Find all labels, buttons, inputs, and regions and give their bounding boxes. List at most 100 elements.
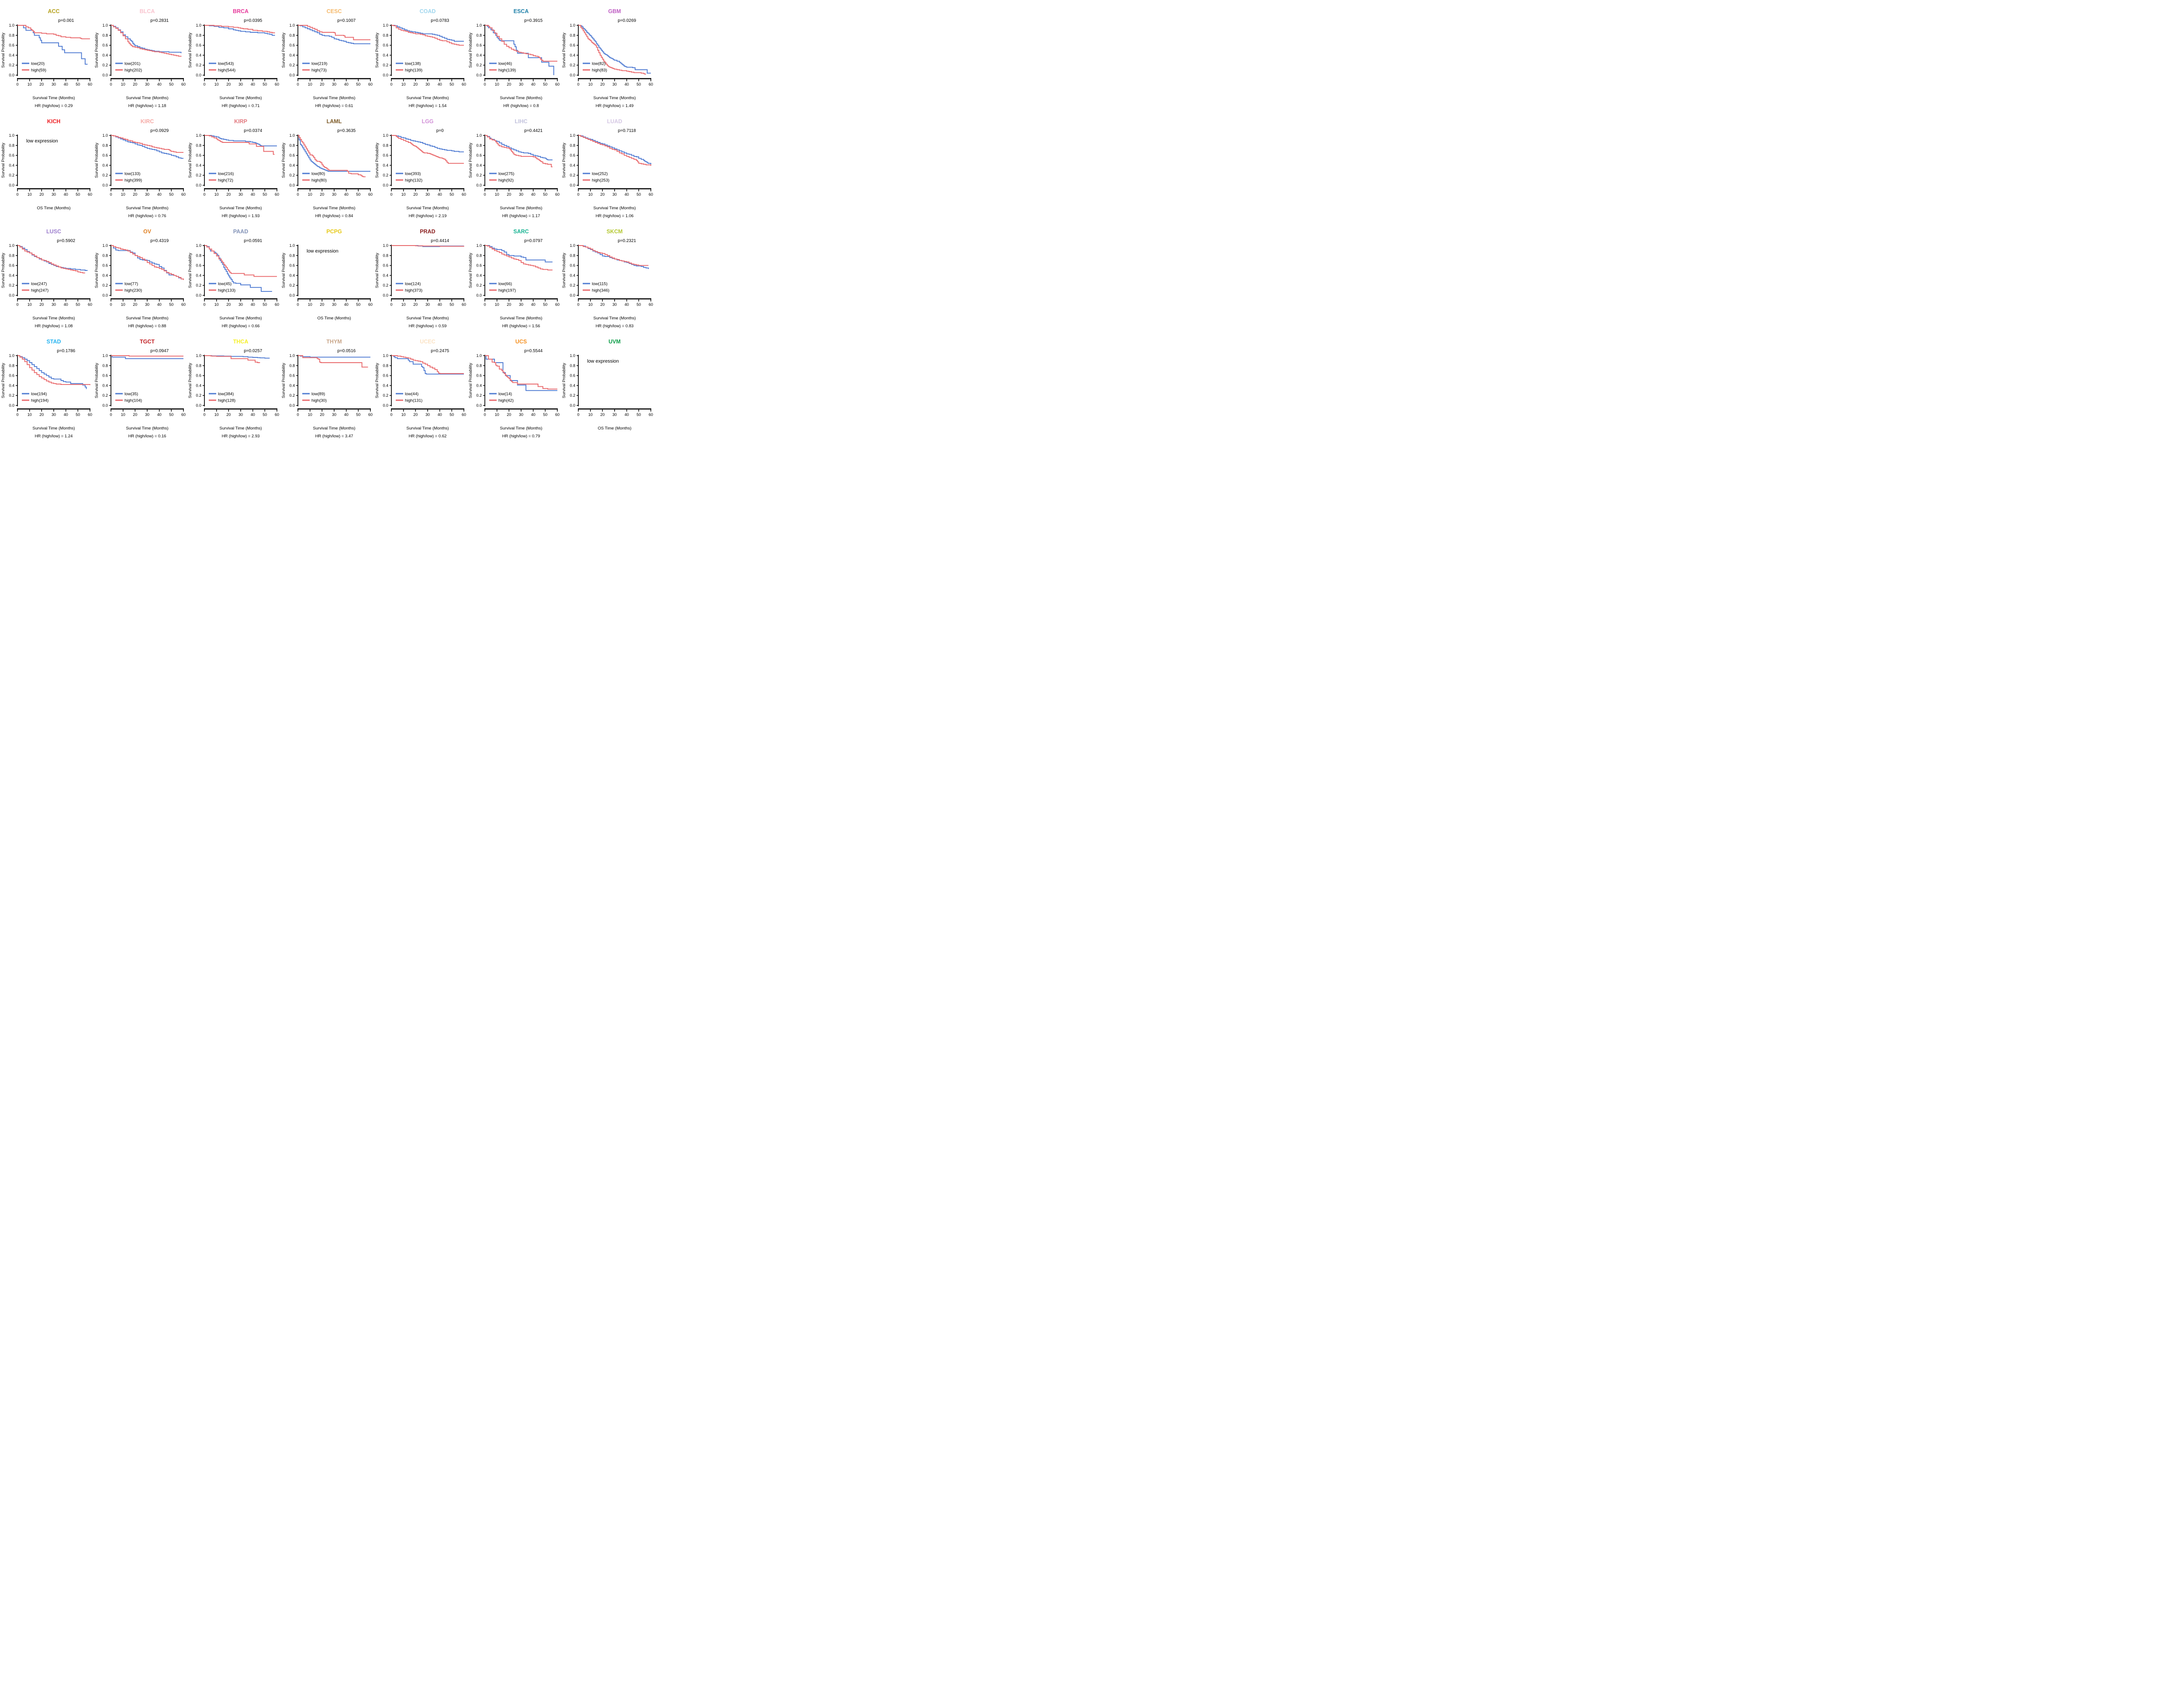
legend-label-low: low(89) <box>311 392 325 397</box>
x-tick-label: 40 <box>625 82 629 87</box>
x-tick-label: 60 <box>275 82 279 87</box>
p-value-label: p=0.0783 <box>431 18 449 23</box>
x-tick-label: 40 <box>625 412 629 417</box>
legend-label-high: high(373) <box>405 288 422 293</box>
x-tick-label: 30 <box>238 192 243 197</box>
y-tick-label: 0.6 <box>196 43 201 48</box>
km-plot-cell-ov: OV 0.0 0.2 0.4 0.6 0.8 1.0 Survival Probability… <box>93 220 187 330</box>
y-tick-label: 0.0 <box>383 183 388 187</box>
y-tick-label: 0.4 <box>570 383 575 388</box>
y-tick-label: 0.2 <box>383 283 388 287</box>
high-group-curve <box>204 245 277 277</box>
y-tick-label: 0.6 <box>570 43 575 48</box>
x-tick-label: 60 <box>368 82 373 87</box>
x-tick-label: 20 <box>39 412 44 417</box>
km-survival-grid: ACC 0.0 0.2 0.4 0.6 0.8 1.0 Survival Probabilit… <box>0 0 654 440</box>
legend-label-low: low(14) <box>498 392 512 397</box>
high-group-curve <box>111 25 182 57</box>
y-tick-label: 1.0 <box>9 23 14 28</box>
x-tick-label: 10 <box>495 412 499 417</box>
y-axis-label: Survival Probability <box>562 142 567 178</box>
y-tick-label: 0.6 <box>383 263 388 268</box>
legend-label-high: high(83) <box>592 68 607 73</box>
y-tick-label: 0.4 <box>476 163 482 167</box>
x-tick-label: 30 <box>612 412 617 417</box>
x-axis-label: OS Time (Months) <box>317 316 351 321</box>
x-tick-label: 20 <box>320 82 324 87</box>
x-tick-label: 20 <box>133 82 137 87</box>
y-tick-label: 0.2 <box>383 173 388 177</box>
low-group-curve <box>17 355 87 389</box>
y-tick-label: 0.2 <box>476 393 482 398</box>
x-tick-label: 0 <box>110 412 112 417</box>
y-tick-label: 0.6 <box>289 263 295 268</box>
plot-title: THYM <box>326 339 342 345</box>
hazard-ratio-label: HR (high/low) = 0.8 <box>503 104 539 108</box>
plot-title: UCEC <box>420 339 435 345</box>
plot-title: PAAD <box>233 229 249 235</box>
x-tick-label: 0 <box>16 82 18 87</box>
high-group-curve <box>578 25 646 75</box>
y-tick-label: 0.2 <box>383 393 388 398</box>
x-tick-label: 0 <box>203 302 205 307</box>
y-tick-label: 0.0 <box>289 73 295 77</box>
y-tick-label: 0.8 <box>196 364 201 368</box>
legend-label-low: low(138) <box>405 62 421 66</box>
hazard-ratio-label: HR (high/low) = 3.47 <box>315 434 353 439</box>
legend-label-high: high(80) <box>311 178 327 183</box>
x-tick-label: 50 <box>543 412 547 417</box>
x-tick-label: 50 <box>636 192 641 197</box>
x-tick-label: 0 <box>577 192 579 197</box>
x-tick-label: 10 <box>401 192 406 197</box>
x-axis-label: Survival Time (Months) <box>406 206 449 211</box>
y-tick-label: 0.8 <box>289 33 295 38</box>
plot-title: BRCA <box>233 8 249 14</box>
y-tick-label: 0.4 <box>196 383 201 388</box>
plot-title: BLCA <box>140 8 155 14</box>
y-axis-label: Survival Probability <box>1 253 6 288</box>
y-tick-label: 1.0 <box>102 243 108 248</box>
low-group-curve <box>17 245 88 271</box>
p-value-label: p=0.0269 <box>618 18 636 23</box>
high-group-curve <box>485 355 557 390</box>
high-group-curve <box>17 355 90 385</box>
km-plot-cell-gbm: GBM 0.0 0.2 0.4 0.6 0.8 1.0 Survival Probabilit… <box>561 0 654 110</box>
x-tick-label: 20 <box>413 412 418 417</box>
x-axis-label: Survival Time (Months) <box>313 96 355 100</box>
x-axis-label: Survival Time (Months) <box>500 206 542 211</box>
hazard-ratio-label: HR (high/low) = 1.93 <box>222 214 260 218</box>
x-tick-label: 60 <box>555 412 560 417</box>
y-axis-label: Survival Probability <box>1 363 6 398</box>
high-group-curve <box>391 135 464 164</box>
y-tick-label: 0.6 <box>196 374 201 378</box>
p-value-label: p=0.1007 <box>337 18 356 23</box>
legend-label-low: low(194) <box>31 392 47 397</box>
y-tick-label: 0.2 <box>9 393 14 398</box>
legend-label-low: low(252) <box>592 172 608 177</box>
km-plot-cell-blca: BLCA 0.0 0.2 0.4 0.6 0.8 1.0 Survival Probabili… <box>93 0 187 110</box>
x-axis-label: Survival Time (Months) <box>593 96 636 100</box>
y-tick-label: 0.2 <box>102 283 108 287</box>
x-tick-label: 10 <box>308 302 312 307</box>
x-axis-label: Survival Time (Months) <box>32 316 75 321</box>
x-axis-label: Survival Time (Months) <box>219 96 262 100</box>
y-tick-label: 0.2 <box>9 63 14 67</box>
x-tick-label: 30 <box>612 192 617 197</box>
x-tick-label: 30 <box>519 302 523 307</box>
x-tick-label: 30 <box>519 412 523 417</box>
low-group-curve <box>578 245 649 269</box>
p-value-label: p=0.001 <box>58 18 74 23</box>
legend-label-high: high(92) <box>498 178 514 183</box>
high-group-curve <box>111 135 183 153</box>
x-tick-label: 10 <box>214 302 219 307</box>
x-axis-label: Survival Time (Months) <box>500 426 542 431</box>
km-plot-cell-lusc: LUSC 0.0 0.2 0.4 0.6 0.8 1.0 Survival Probabili… <box>0 220 93 330</box>
y-tick-label: 0.0 <box>9 73 14 77</box>
x-tick-label: 10 <box>121 82 125 87</box>
y-tick-label: 0.4 <box>102 53 108 57</box>
x-tick-label: 10 <box>401 412 406 417</box>
plot-title: GBM <box>608 8 621 14</box>
